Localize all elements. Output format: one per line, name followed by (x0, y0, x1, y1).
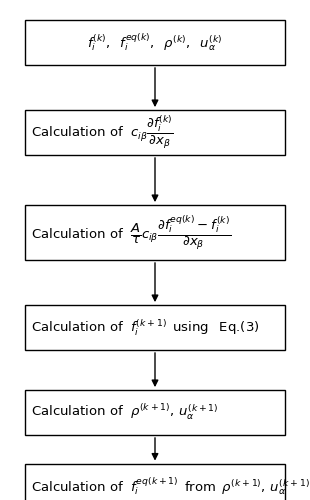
FancyBboxPatch shape (25, 205, 285, 260)
Text: Calculation of  $\dfrac{A}{\tau}c_{i\beta}\dfrac{\partial f_i^{eq(k)}-f_i^{(k)}}: Calculation of $\dfrac{A}{\tau}c_{i\beta… (31, 213, 231, 252)
FancyBboxPatch shape (25, 464, 285, 500)
Text: Calculation of  $f_i^{(k+1)}\,$ using $\,$ Eq.(3): Calculation of $f_i^{(k+1)}\,$ using $\,… (31, 318, 259, 338)
Text: Calculation of  $f_i^{eq(k+1)}\,$ from $\,\rho^{(k+1)},\, u_{\alpha}^{(k+1)}$: Calculation of $f_i^{eq(k+1)}\,$ from $\… (31, 475, 310, 497)
FancyBboxPatch shape (25, 110, 285, 155)
Text: $f_i^{(k)},\;\; f_i^{eq(k)},\;\; \rho^{(k)},\;\; u_{\alpha}^{(k)}$: $f_i^{(k)},\;\; f_i^{eq(k)},\;\; \rho^{(… (87, 32, 223, 54)
FancyBboxPatch shape (25, 390, 285, 435)
Text: Calculation of  $\rho^{(k+1)},\, u_{\alpha}^{(k+1)}$: Calculation of $\rho^{(k+1)},\, u_{\alph… (31, 403, 219, 422)
FancyBboxPatch shape (25, 20, 285, 65)
Text: Calculation of  $c_{i\beta}\dfrac{\partial f_i^{(k)}}{\partial x_{\beta}}$: Calculation of $c_{i\beta}\dfrac{\partia… (31, 114, 174, 151)
FancyBboxPatch shape (25, 305, 285, 350)
